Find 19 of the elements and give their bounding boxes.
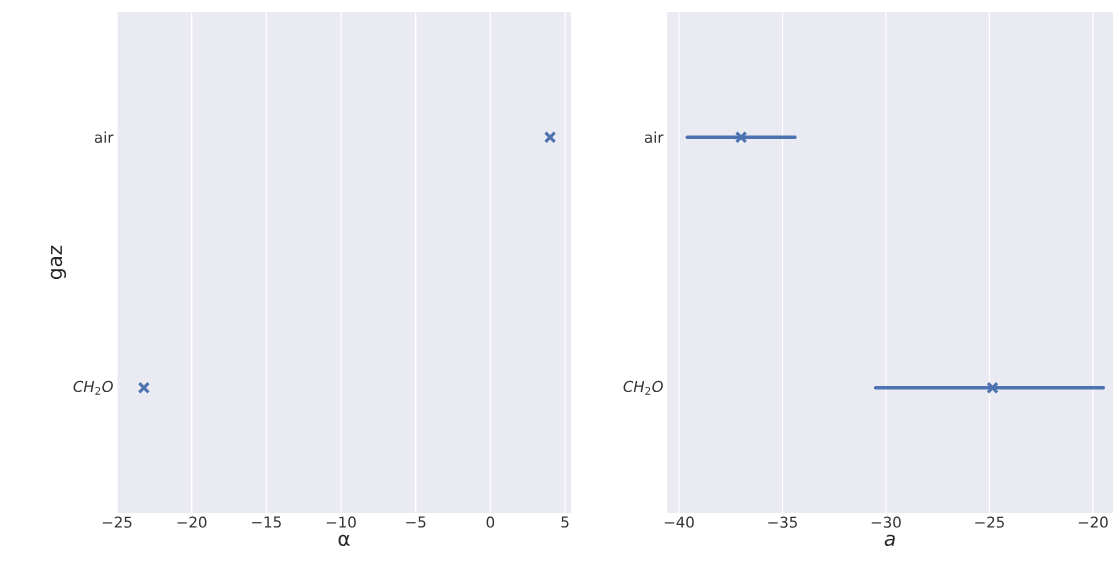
x-tick-label: −5 <box>406 516 426 528</box>
x-tick-label: −40 <box>664 516 694 528</box>
x-tick-label: 5 <box>561 516 569 528</box>
y-axis-title: gaz <box>50 245 67 280</box>
x-tick-label: 0 <box>486 516 495 528</box>
x-tick-label: −20 <box>177 516 207 528</box>
x-tick-label: −20 <box>1078 516 1108 528</box>
x-tick-label: −30 <box>871 516 901 528</box>
y-tick-label: CH$_{2}$O <box>623 380 663 395</box>
x-tick-label: −35 <box>768 516 797 528</box>
x-axis-title: α <box>338 534 350 547</box>
x-tick-label: −10 <box>326 516 356 528</box>
x-axis-title: a <box>884 534 895 547</box>
y-tick-label: air <box>644 131 664 144</box>
x-tick-label: −25 <box>975 516 1004 528</box>
y-tick-label: air <box>94 131 114 144</box>
y-tick-label: CH$_{2}$O <box>73 380 113 395</box>
x-tick-label: −25 <box>102 516 132 528</box>
x-tick-label: −15 <box>252 516 281 528</box>
